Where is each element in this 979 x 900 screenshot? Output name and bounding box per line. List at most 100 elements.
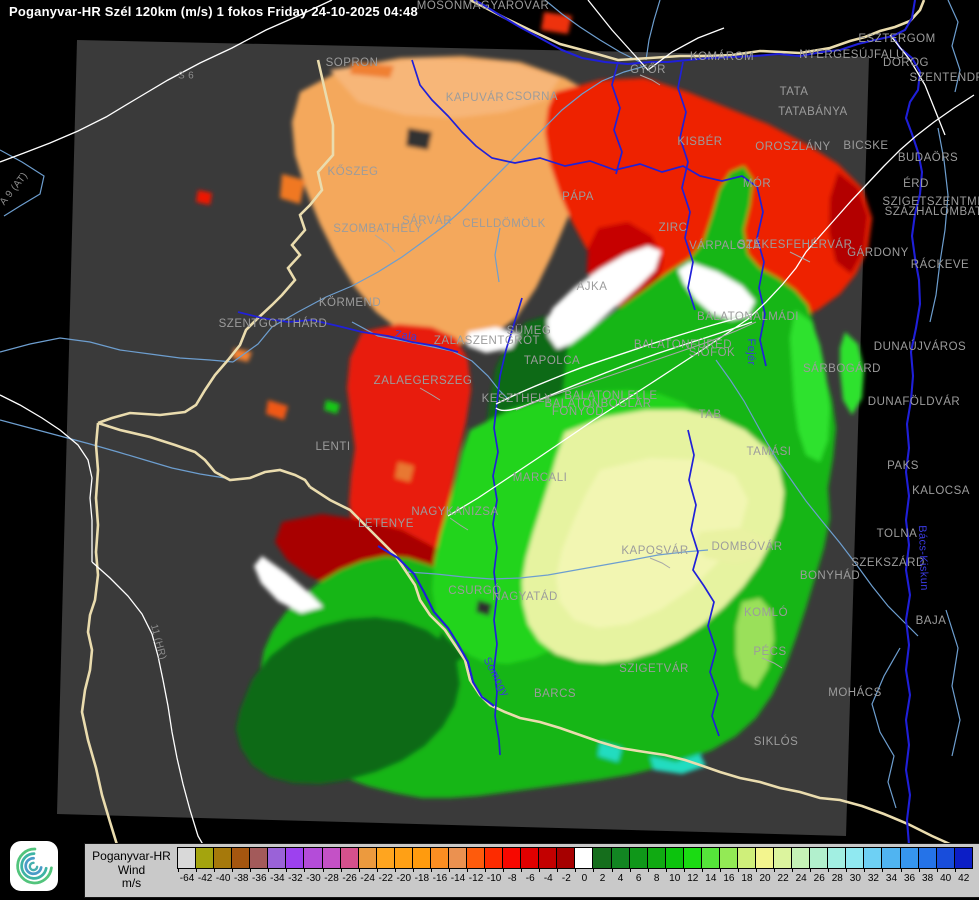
legend-cell: -20 [393,847,413,897]
legend-swatch [863,847,883,869]
legend-cell: -4 [538,847,558,897]
spiral-icon [16,847,53,885]
legend-cell: 26 [809,847,829,897]
legend-cell: -64 [177,847,197,897]
legend-cell: -24 [357,847,377,897]
legend-swatch [628,847,648,869]
legend-value: -32 [288,873,303,884]
legend-value: -6 [525,873,535,884]
legend-swatch [375,847,395,869]
legend-cell: -2 [556,847,576,897]
legend-swatch [953,847,973,869]
legend-swatch [213,847,233,869]
legend-value: 8 [653,873,660,884]
legend-swatch [321,847,341,869]
legend-value: 20 [759,873,771,884]
legend-cell: 34 [881,847,901,897]
legend-swatch [339,847,359,869]
legend-swatch [736,847,756,869]
legend-product-block: Poganyvar-HR Wind m/s [85,844,178,897]
legend-tick [358,868,360,872]
county-borders [237,59,767,756]
legend-value: 30 [849,873,861,884]
legend-value: 22 [777,873,789,884]
legend-tick [304,868,306,872]
legend-value: -14 [450,873,466,884]
legend-bar: Poganyvar-HR Wind m/s -64 -42 [84,843,979,898]
legend-tick [701,868,703,872]
legend-value: -16 [432,873,448,884]
legend-swatch [484,847,504,869]
legend-cell: 0 [574,847,594,897]
legend-cell: 6 [628,847,648,897]
legend-tick [719,868,721,872]
legend-cell: 42 [953,847,973,897]
legend-cell: 24 [791,847,811,897]
country-borders [80,0,953,849]
legend-cell: 32 [863,847,883,897]
legend-tick [756,868,757,872]
legend-swatch [718,847,738,869]
legend-value: -22 [378,873,393,884]
legend-swatch [411,847,431,869]
legend-tick [196,868,198,872]
legend-swatch [429,847,449,869]
rainviewer-logo[interactable] [10,841,58,891]
legend-tick [503,868,505,872]
legend-tick [575,868,577,872]
legend-swatch [177,847,197,869]
legend-cell: -18 [411,847,431,897]
product-title: Poganyvar-HR Szél 120km (m/s) 1 fokos Fr… [9,4,418,19]
legend-tick [882,868,884,872]
legend-tick [521,868,523,872]
legend-cell: -8 [502,847,522,897]
legend-swatch [520,847,540,869]
legend-tick [611,868,613,872]
legend-value: -42 [197,873,213,884]
legend-value: -2 [561,873,571,884]
danube-river [377,0,924,846]
legend-swatch [195,847,215,869]
legend-tick [810,868,812,872]
legend-tick [467,868,468,872]
legend-color-scale: -64 -42 -4 0 -38 [177,844,979,897]
legend-cell: 16 [718,847,738,897]
legend-tick [394,868,396,872]
legend-value: 10 [669,873,681,884]
legend-tick [918,868,920,872]
legend-value: 38 [922,873,934,884]
legend-cell: -22 [375,847,395,897]
legend-swatch [231,847,251,869]
legend-swatch [791,847,811,869]
legend-parameter: Wind [117,862,146,877]
legend-swatch [303,847,323,869]
legend-tick [557,868,559,872]
legend-value: 42 [958,873,970,884]
legend-swatch [447,847,467,869]
legend-value: -36 [252,873,267,884]
legend-swatch [809,847,829,869]
legend-swatch [267,847,287,869]
legend-swatch [935,847,955,869]
legend-cell: -38 [231,847,251,897]
legend-value: 6 [635,873,642,884]
legend-tick [846,868,848,872]
legend-cell: 40 [935,847,955,897]
legend-tick [232,868,234,872]
legend-value: -24 [360,873,375,884]
legend-swatch [574,847,594,869]
legend-value: -4 [543,873,553,884]
legend-swatch [592,847,612,869]
legend-value: 18 [741,873,753,884]
legend-cell: 18 [736,847,756,897]
legend-swatch [538,847,558,869]
minor-roads [374,74,811,669]
legend-tick [322,868,324,872]
legend-cell: 30 [845,847,865,897]
legend-cell: -34 [267,847,287,897]
legend-value: -20 [396,873,412,884]
legend-tick [936,868,938,872]
legend-cell: -32 [285,847,305,897]
legend-value: -12 [468,873,484,884]
